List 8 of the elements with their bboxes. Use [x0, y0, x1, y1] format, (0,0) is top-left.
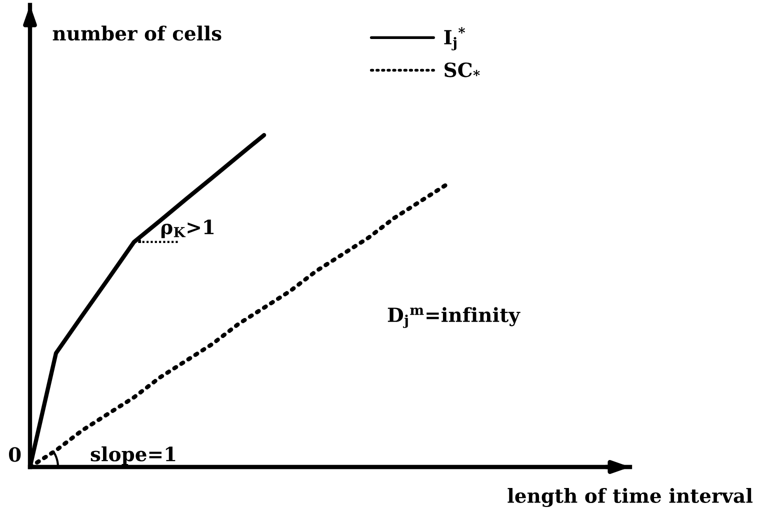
legend-label: SC$_{*}$ — [444, 62, 480, 78]
y-axis-title: number of cells — [52, 26, 222, 41]
annotation: D$_{j}$$^{m}$=infinity — [388, 307, 520, 328]
annotation: ρ$_{K}$>1 — [161, 220, 214, 238]
x-axis-title: length of time interval — [508, 488, 753, 508]
annotation: 0 — [8, 447, 21, 462]
annotation: slope=1 — [90, 446, 176, 466]
legend-label: I$_{j}$$^{*}$ — [444, 27, 465, 50]
